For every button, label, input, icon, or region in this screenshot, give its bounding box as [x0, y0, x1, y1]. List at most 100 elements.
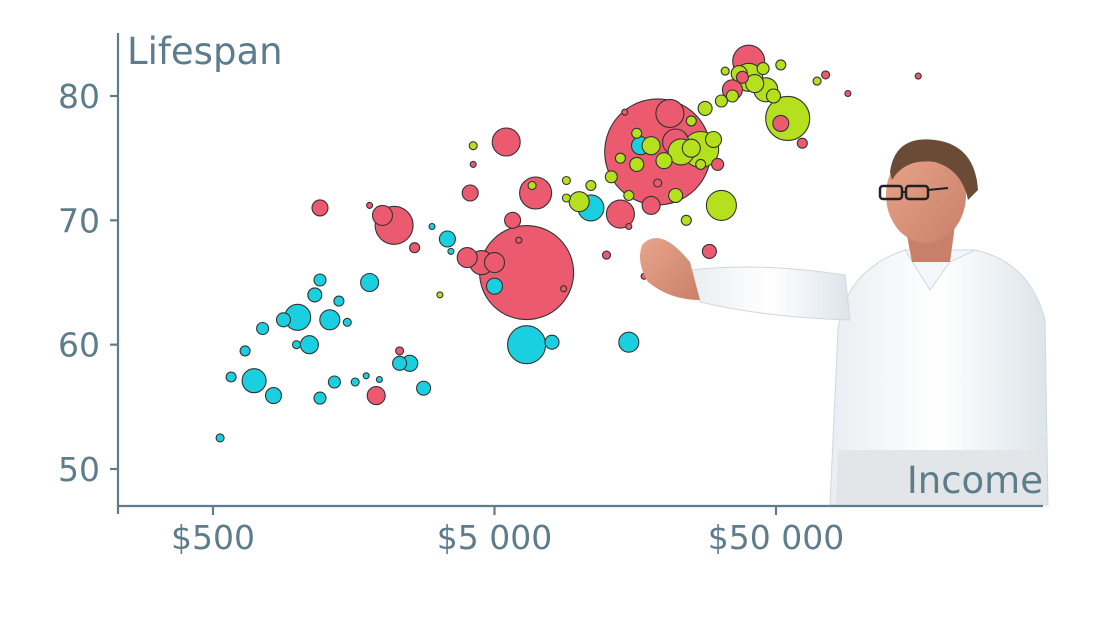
bubble-europe	[704, 130, 723, 149]
bubble-africa	[264, 387, 283, 405]
bubble-europe	[745, 74, 765, 94]
bubble-europe	[568, 191, 590, 213]
bubble-europe	[631, 127, 643, 139]
bubble-asia	[371, 204, 394, 226]
bubble-asia	[821, 70, 831, 80]
bubble-europe	[775, 59, 787, 71]
bubble-asia	[504, 211, 522, 229]
x-tick-label: $5 000	[437, 518, 552, 557]
bubble-africa	[299, 335, 319, 355]
bubble-africa	[362, 372, 370, 380]
bubble-asia	[519, 176, 553, 210]
bubble-asia	[469, 160, 477, 168]
bubble-africa	[275, 312, 292, 328]
bubble-europe	[629, 156, 645, 172]
presenter-figure	[640, 139, 1049, 506]
bubble-asia	[491, 127, 521, 157]
bubble-africa	[392, 355, 408, 371]
bubble-asia	[653, 178, 663, 188]
bubble-africa	[342, 317, 352, 327]
bubble-asia	[311, 199, 329, 217]
bubble-africa	[485, 277, 504, 295]
bubble-europe	[561, 193, 571, 203]
bubble-europe	[765, 88, 782, 104]
bubble-europe	[641, 136, 661, 156]
bubble-europe	[604, 170, 618, 184]
bubble-asia	[395, 346, 405, 356]
bubble-africa	[416, 380, 432, 396]
bubble-africa	[507, 325, 547, 365]
bubble-africa	[333, 295, 345, 307]
bubble-asia	[515, 236, 523, 244]
bubble-europe	[614, 152, 626, 164]
bubble-asia	[456, 247, 478, 269]
bubble-asia	[483, 252, 506, 274]
y-tick-label: 80	[58, 77, 100, 116]
bubble-europe	[561, 175, 571, 186]
bubble-asia	[625, 222, 633, 231]
bubble-europe	[436, 291, 444, 299]
y-tick-label: 60	[58, 326, 100, 365]
bubble-africa	[313, 391, 327, 405]
y-tick-label: 50	[58, 450, 100, 489]
bubble-africa	[360, 272, 380, 293]
bubble-africa	[291, 340, 302, 350]
bubble-europe	[756, 62, 770, 76]
bubble-asia	[655, 98, 685, 128]
bubble-europe	[725, 89, 739, 103]
bubble-africa	[319, 309, 341, 331]
bubbles-layer	[215, 44, 922, 443]
y-tick-label: 70	[58, 201, 100, 240]
bubble-asia	[605, 199, 635, 229]
bubble-europe	[697, 100, 713, 116]
bubble-africa	[618, 331, 640, 353]
bubble-europe	[468, 141, 478, 151]
bubble-asia	[796, 137, 808, 149]
bubble-asia	[711, 157, 725, 171]
bubble-africa	[350, 377, 360, 387]
bubble-africa	[215, 433, 225, 443]
bubble-asia	[772, 114, 790, 132]
bubble-europe	[681, 138, 701, 158]
bubble-europe	[714, 94, 728, 108]
bubble-asia	[366, 201, 374, 209]
bubble-europe	[655, 152, 673, 170]
bubble-europe	[720, 66, 730, 76]
bubble-europe	[680, 214, 692, 226]
bubble-asia	[701, 243, 717, 259]
bubble-asia	[621, 108, 629, 116]
bubble-africa	[428, 222, 436, 231]
bubble-asia	[366, 386, 386, 406]
bubble-asia	[914, 72, 922, 80]
bubble-europe	[695, 158, 707, 170]
x-axis-ticks: $500 $5 000 $50 000	[171, 506, 844, 557]
x-tick-label: $500	[171, 518, 255, 557]
bubble-europe	[812, 76, 822, 86]
bubble-africa	[375, 375, 383, 384]
bubble-asia	[461, 184, 479, 202]
bubble-asia	[735, 70, 749, 84]
bubble-africa	[241, 368, 267, 394]
bubble-africa	[256, 321, 270, 336]
bubble-asia	[409, 242, 421, 254]
x-tick-label: $50 000	[708, 518, 844, 557]
bubble-europe	[668, 187, 684, 204]
y-axis-title: Lifespan	[127, 30, 283, 73]
x-axis-title: Income	[907, 459, 1043, 502]
bubble-europe	[585, 179, 597, 192]
bubble-asia	[601, 250, 612, 260]
bubble-asia	[560, 285, 568, 293]
bubble-europe	[685, 115, 697, 127]
bubble-africa	[447, 247, 455, 255]
bubble-africa	[239, 345, 251, 357]
bubble-europe	[705, 189, 737, 221]
bubble-asia	[641, 195, 661, 215]
bubble-africa	[313, 273, 327, 287]
bubble-europe	[527, 180, 537, 191]
bubble-africa	[225, 371, 237, 383]
bubble-asia	[844, 89, 852, 98]
bubble-africa	[327, 375, 341, 389]
y-axis-ticks: 50 60 70 80	[58, 77, 118, 489]
